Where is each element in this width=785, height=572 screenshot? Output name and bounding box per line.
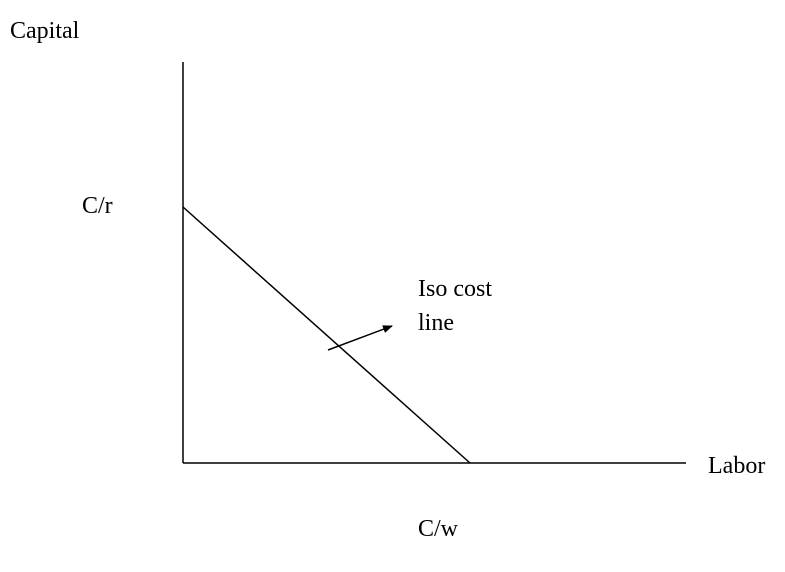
x-axis-label: Labor — [708, 453, 765, 479]
annotation-arrow — [327, 325, 393, 351]
isocost-line — [182, 206, 471, 464]
y-intercept-label: C/r — [82, 193, 113, 219]
x-intercept-label: C/w — [418, 516, 459, 542]
y-axis-label: Capital — [10, 18, 80, 44]
annotation-text: Iso cost — [418, 276, 492, 302]
annotation-text: line — [418, 310, 454, 336]
